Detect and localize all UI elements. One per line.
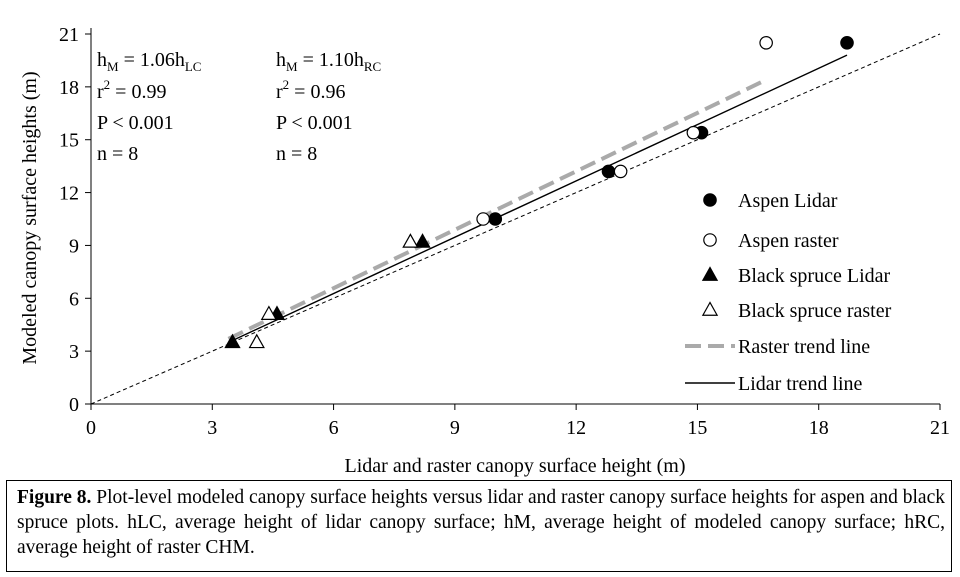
caption-box: Figure 8. Plot-level modeled canopy surf… <box>6 480 952 572</box>
caption-text: Plot-level modeled canopy surface height… <box>17 487 945 558</box>
legend-raster-trend-line-label: Raster trend line <box>738 336 870 358</box>
raster-trend-line <box>227 78 768 341</box>
black-spruce-lidar-point <box>414 233 431 248</box>
y-axis-ticks: 0 3 6 9 12 15 18 21 <box>59 24 91 416</box>
y-tick-label: 9 <box>69 235 79 257</box>
annotation-line: P < 0.001 <box>97 112 174 134</box>
y-tick-label: 12 <box>59 183 79 205</box>
x-tick-label: 18 <box>809 417 829 439</box>
caption-label: Figure 8. <box>17 487 92 508</box>
x-tick-label: 15 <box>687 417 707 439</box>
scatter-chart: 0 3 6 9 12 15 18 21 0 3 6 9 12 15 18 21 hM = 1.06hLC r2… <box>19 24 950 477</box>
annotation-line: hM = 1.10hRC <box>276 49 381 74</box>
legend-aspen-lidar-label: Aspen Lidar <box>738 190 838 212</box>
black-spruce-lidar-point <box>224 333 241 349</box>
legend-black-spruce-lidar-marker <box>701 266 719 281</box>
annotation-line: n = 8 <box>97 143 138 165</box>
aspen-raster-point <box>686 125 701 140</box>
x-tick-label: 6 <box>329 417 339 439</box>
y-tick-label: 21 <box>59 24 79 46</box>
lidar-trend-line <box>228 54 848 343</box>
aspen-raster-point <box>759 36 773 50</box>
black-spruce-raster-point <box>260 305 278 320</box>
annotation-line: r2 = 0.99 <box>97 77 166 103</box>
data-markers <box>224 36 854 349</box>
x-tick-label: 0 <box>86 417 96 439</box>
legend-aspen-raster-label: Aspen raster <box>738 230 839 252</box>
y-tick-label: 15 <box>59 130 79 152</box>
x-axis-label: Lidar and raster canopy surface height (… <box>345 455 686 477</box>
x-tick-label: 9 <box>450 417 460 439</box>
black-spruce-raster-point <box>248 333 265 349</box>
y-tick-label: 0 <box>69 394 79 416</box>
regression-annotations: hM = 1.06hLC r2 = 0.99 P < 0.001 n = 8 hM = … <box>97 49 381 165</box>
legend-aspen-raster-marker <box>703 233 717 247</box>
x-tick-label: 12 <box>566 417 586 439</box>
figure-caption: Figure 8. Plot-level modeled canopy surf… <box>17 485 945 560</box>
annotation-line: hM = 1.06hLC <box>97 49 201 74</box>
aspen-raster-point <box>613 164 628 179</box>
legend-black-spruce-raster-label: Black spruce raster <box>738 300 892 322</box>
black-spruce-raster-point <box>402 233 419 248</box>
y-axis-label: Modeled canopy surface heights (m) <box>19 71 41 364</box>
aspen-lidar-point <box>488 212 503 226</box>
annotation-line: P < 0.001 <box>276 112 353 134</box>
annotation-line: n = 8 <box>276 143 317 165</box>
legend-black-spruce-raster-marker <box>701 301 719 316</box>
legend-aspen-lidar-marker <box>703 193 717 207</box>
y-tick-label: 3 <box>69 341 79 363</box>
y-tick-label: 6 <box>69 288 79 310</box>
aspen-lidar-point <box>840 36 854 50</box>
plot-frame <box>90 28 940 405</box>
aspen-lidar-point <box>601 164 616 179</box>
legend-lidar-trend-line-label: Lidar trend line <box>738 373 863 395</box>
y-tick-label: 18 <box>59 77 79 99</box>
aspen-raster-point <box>476 212 490 226</box>
legend: Aspen Lidar Aspen raster Black spruce Lida… <box>685 190 892 395</box>
annotation-line: r2 = 0.96 <box>276 77 345 103</box>
legend-black-spruce-lidar-label: Black spruce Lidar <box>738 265 890 287</box>
x-axis-ticks: 0 3 6 9 12 15 18 21 <box>86 404 950 439</box>
x-tick-label: 21 <box>930 417 950 439</box>
x-tick-label: 3 <box>207 417 217 439</box>
